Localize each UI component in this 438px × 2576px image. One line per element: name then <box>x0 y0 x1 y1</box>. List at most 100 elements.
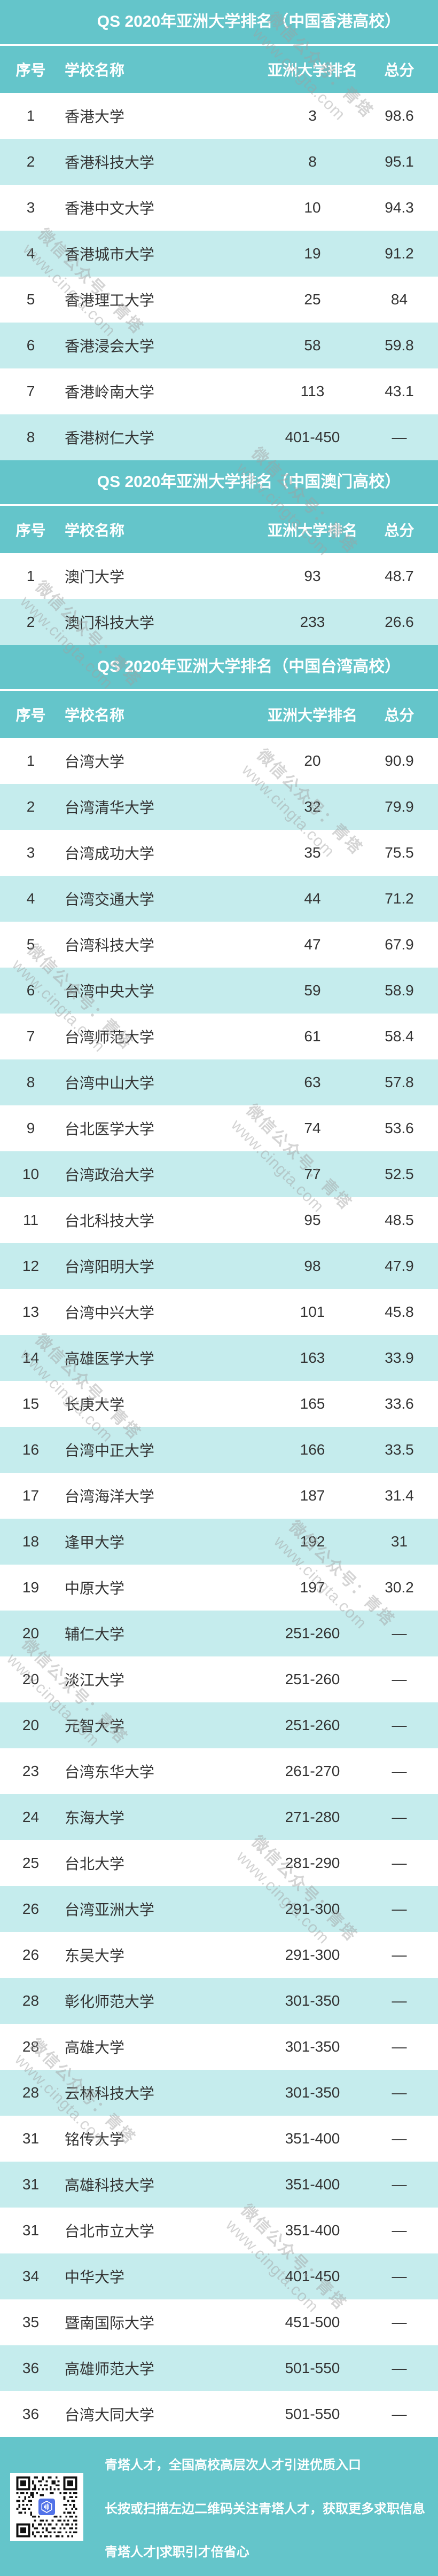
school-name: 台湾中央大学 <box>65 983 155 1000</box>
header-index: 序号 <box>15 522 46 539</box>
table-header-row: 序号 学校名称 亚洲大学排名 总分 <box>0 46 438 93</box>
total-score: — <box>392 1625 407 1642</box>
school-name: 台湾大同大学 <box>65 2407 155 2423</box>
total-score: 79.9 <box>385 798 414 815</box>
header-index: 序号 <box>15 707 46 724</box>
asia-rank: 44 <box>304 890 321 907</box>
row-index: 12 <box>22 1258 40 1274</box>
table-row: 1 台湾大学 20 90.9 <box>0 738 438 784</box>
school-name: 台湾海洋大学 <box>65 1488 155 1505</box>
asia-rank: 251-260 <box>285 1717 340 1733</box>
row-index: 14 <box>22 1349 40 1366</box>
total-score: 43.1 <box>385 383 414 399</box>
table-row: 11 台北科技大学 95 48.5 <box>0 1197 438 1243</box>
asia-rank: 166 <box>300 1441 325 1458</box>
table-title: QS 2020年亚洲大学排名（中国澳门高校） <box>0 460 438 506</box>
asia-rank: 32 <box>304 798 321 815</box>
qr-code <box>10 2472 83 2541</box>
school-name: 元智大学 <box>65 1718 125 1734</box>
school-name: 高雄大学 <box>65 2039 125 2056</box>
total-score: — <box>392 2176 407 2193</box>
row-index: 20 <box>22 1671 40 1687</box>
header-school-name: 学校名称 <box>65 707 125 724</box>
asia-rank: 25 <box>304 291 321 308</box>
school-name: 台北科技大学 <box>65 1213 155 1229</box>
total-score: — <box>392 1855 407 1871</box>
total-score: 59.8 <box>385 337 414 354</box>
asia-rank: 165 <box>300 1395 325 1412</box>
table-row: 2 澳门科技大学 233 26.6 <box>0 599 438 645</box>
row-index: 36 <box>22 2360 40 2376</box>
table-row: 5 香港理工大学 25 84 <box>0 277 438 323</box>
table-row: 26 台湾亚洲大学 291-300 — <box>0 1886 438 1932</box>
total-score: 45.8 <box>385 1303 414 1320</box>
table-row: 4 香港城市大学 19 91.2 <box>0 231 438 277</box>
total-score: 98.6 <box>385 107 414 124</box>
asia-rank: 197 <box>300 1579 325 1596</box>
total-score: — <box>392 1992 407 2009</box>
school-name: 高雄医学大学 <box>65 1350 155 1367</box>
table-row: 14 高雄医学大学 163 33.9 <box>0 1335 438 1381</box>
school-name: 香港中文大学 <box>65 200 155 217</box>
asia-rank: 95 <box>304 1212 321 1228</box>
school-name: 暨南国际大学 <box>65 2315 155 2331</box>
table-row: 13 台湾中兴大学 101 45.8 <box>0 1289 438 1335</box>
table-row: 31 高雄科技大学 351-400 — <box>0 2162 438 2208</box>
header-total-score: 总分 <box>384 62 414 78</box>
table-row: 8 台湾中山大学 63 57.8 <box>0 1059 438 1105</box>
total-score: 48.5 <box>385 1212 414 1228</box>
header-school-name: 学校名称 <box>65 522 125 539</box>
table-row: 8 香港树仁大学 401-450 — <box>0 414 438 460</box>
table-row: 15 长庚大学 165 33.6 <box>0 1381 438 1427</box>
table-rows: 1 台湾大学 20 90.9 2 台湾清华大学 32 79.9 3 台湾成功大学 35 75.5 4 台湾… <box>0 738 438 2437</box>
school-name: 香港浸会大学 <box>65 338 155 355</box>
total-score: — <box>392 2360 407 2376</box>
row-index: 1 <box>26 107 35 124</box>
row-index: 1 <box>26 752 35 769</box>
school-name: 台湾大学 <box>65 753 125 770</box>
row-index: 5 <box>26 936 35 953</box>
header-index: 序号 <box>15 62 46 78</box>
school-name: 台湾亚洲大学 <box>65 1902 155 1918</box>
school-name: 铭传大学 <box>65 2131 125 2148</box>
footer-instruction: 长按或扫描左边二维码关注青塔人才，获取更多求职信息 <box>105 2501 425 2516</box>
table-title: QS 2020年亚洲大学排名（中国香港高校） <box>0 0 438 46</box>
asia-rank: 163 <box>300 1349 325 1366</box>
total-score: — <box>392 2130 407 2147</box>
header-asia-rank: 亚洲大学排名 <box>267 707 357 724</box>
asia-rank: 59 <box>304 982 321 999</box>
total-score: 33.6 <box>385 1395 414 1412</box>
table-row: 5 台湾科技大学 47 67.9 <box>0 922 438 968</box>
school-name: 台北市立大学 <box>65 2223 155 2240</box>
asia-rank: 301-350 <box>285 1992 340 2009</box>
row-index: 28 <box>22 2038 40 2055</box>
school-name: 逢甲大学 <box>65 1534 125 1551</box>
total-score: 31 <box>390 1533 408 1550</box>
total-score: 30.2 <box>385 1579 414 1596</box>
row-index: 25 <box>22 1855 40 1871</box>
table-row: 6 台湾中央大学 59 58.9 <box>0 968 438 1014</box>
footer-text-block: 青塔人才，全国高校高层次人才引进优质入口 长按或扫描左边二维码关注青塔人才，获取… <box>83 2437 438 2576</box>
table-row: 19 中原大学 197 30.2 <box>0 1565 438 1611</box>
asia-rank: 58 <box>304 337 321 354</box>
row-index: 20 <box>22 1717 40 1733</box>
footer-headline: 青塔人才，全国高校高层次人才引进优质入口 <box>105 2458 361 2472</box>
row-index: 31 <box>22 2176 40 2193</box>
total-score: 31.4 <box>385 1487 414 1504</box>
asia-rank: 351-400 <box>285 2130 340 2147</box>
school-name: 台湾阳明大学 <box>65 1259 155 1275</box>
row-index: 31 <box>22 2130 40 2147</box>
total-score: — <box>392 1763 407 1779</box>
asia-rank: 291-300 <box>285 1946 340 1963</box>
school-name: 台湾东华大学 <box>65 1764 155 1780</box>
total-score: 33.9 <box>385 1349 414 1366</box>
row-index: 18 <box>22 1533 40 1550</box>
row-index: 28 <box>22 1992 40 2009</box>
school-name: 辅仁大学 <box>65 1626 125 1643</box>
asia-rank: 501-550 <box>285 2406 340 2422</box>
school-name: 中原大学 <box>65 1580 125 1597</box>
total-score: 58.4 <box>385 1028 414 1044</box>
table-row: 16 台湾中正大学 166 33.5 <box>0 1427 438 1473</box>
total-score: — <box>392 2406 407 2422</box>
header-total-score: 总分 <box>384 707 414 724</box>
